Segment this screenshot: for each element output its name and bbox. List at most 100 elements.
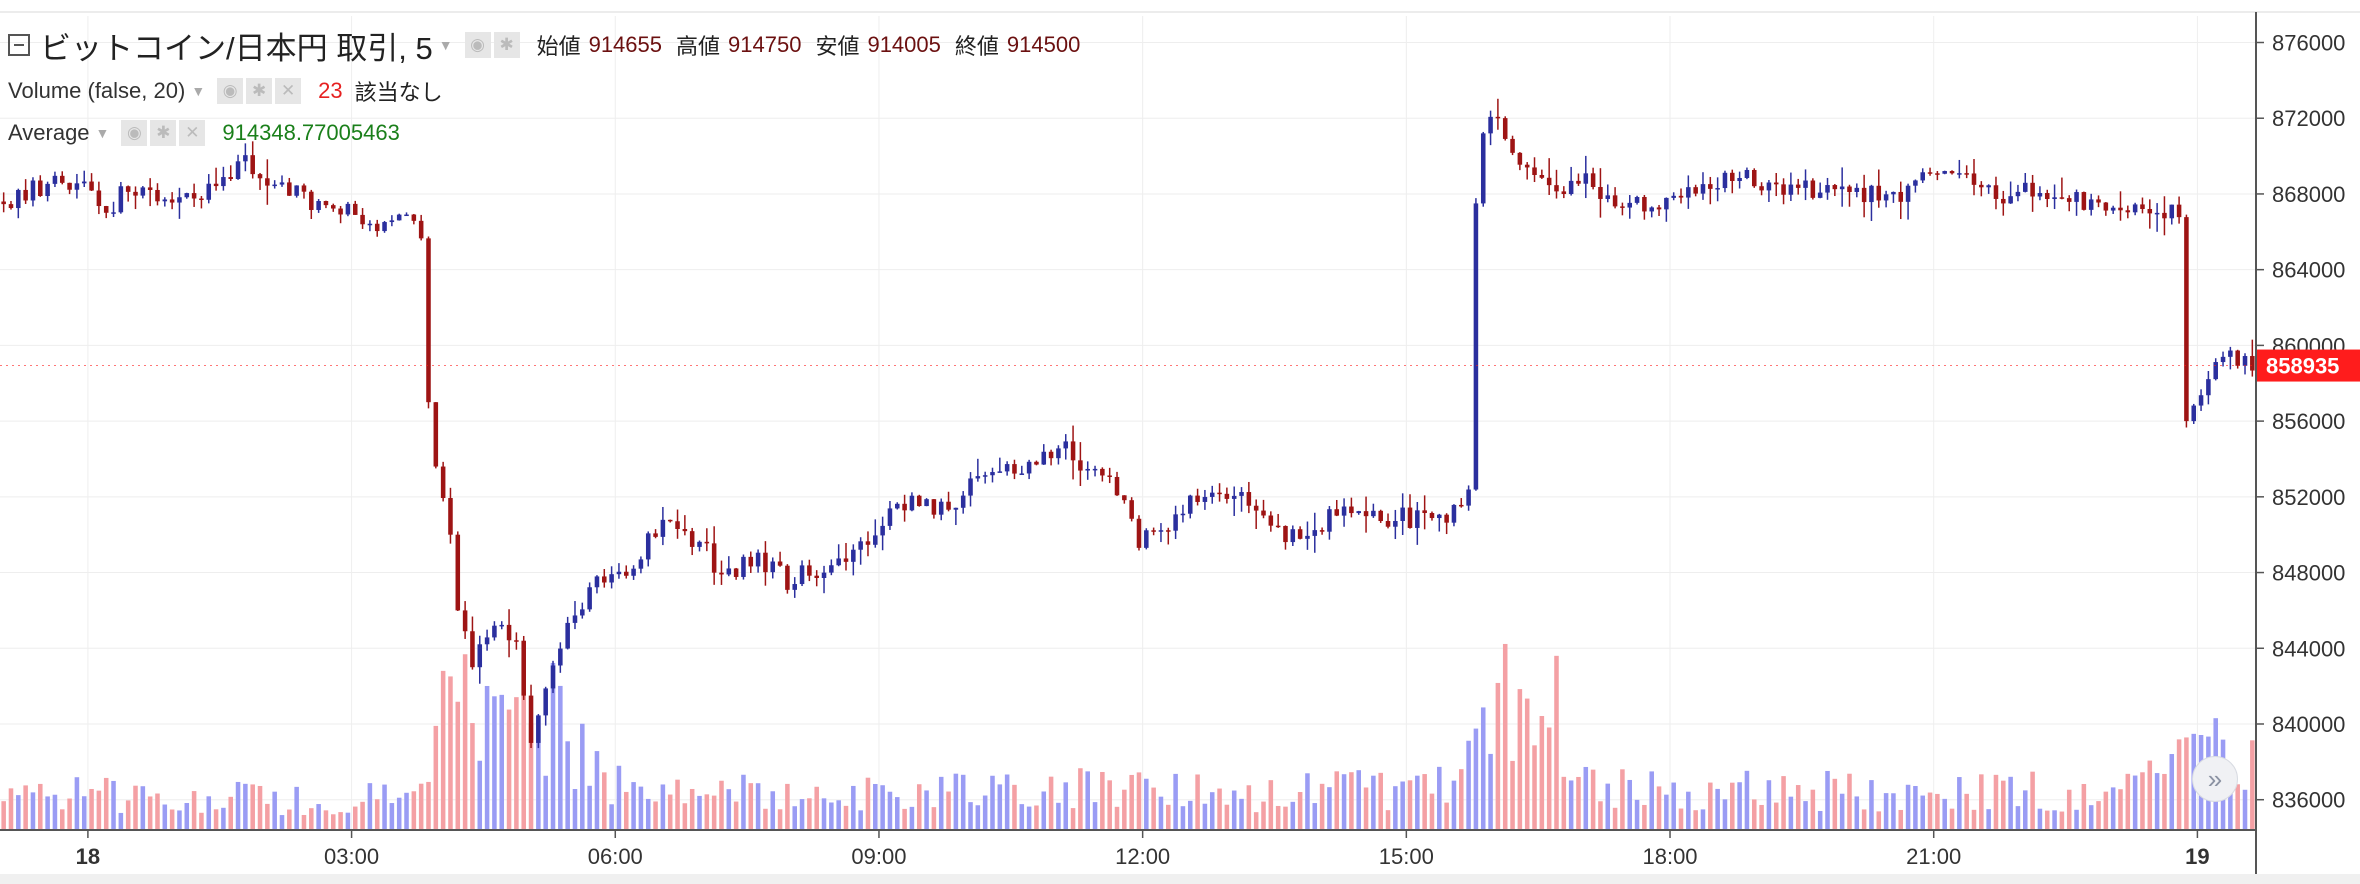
volume-bar [1949,808,1955,830]
eye-icon[interactable]: ◉ [217,78,244,104]
volume-bar [243,783,248,830]
candle-body [265,178,270,186]
volume-bar [697,795,702,830]
candle-body [499,624,505,627]
volume-bar [404,792,409,830]
symbol-title[interactable]: ビットコイン/日本円 取引, 5 [40,30,433,66]
volume-bar [1290,801,1296,830]
volume-bar [162,804,168,830]
candle-body [184,193,190,198]
volume-bar [111,780,116,830]
volume-bar [1085,771,1090,830]
volume-bar [265,803,270,830]
volume-bar [2044,810,2050,830]
volume-bar [1459,769,1464,830]
volume-study-label[interactable]: Volume (false, 20) [8,78,186,103]
candle-body [616,571,622,575]
candle-body [1085,468,1090,471]
volume-bar [2140,772,2145,830]
candle-body [1422,510,1427,514]
candle-body [528,695,534,743]
volume-bar [1927,792,1933,830]
volume-bar [1114,806,1120,830]
candle-body [38,180,43,197]
candle-body [1605,195,1611,199]
chevron-down-icon[interactable]: ▼ [191,83,206,99]
candle-body [887,508,893,526]
volume-bar [1070,808,1076,830]
volume-bar [81,796,87,830]
candle-body [243,155,248,162]
volume-bar [543,775,548,830]
gear-icon[interactable]: ✱ [150,120,177,146]
volume-bar [1788,796,1794,830]
candle-body [682,528,688,532]
chevron-down-icon[interactable]: ▼ [95,125,110,141]
eye-icon[interactable]: ◉ [121,120,148,146]
candle-body [1480,133,1486,204]
y-tick-label: 876000 [2272,31,2345,56]
volume-bar [1063,782,1069,830]
chevron-down-icon[interactable]: ▼ [438,37,453,53]
volume-bar [96,790,102,830]
volume-bar [147,796,153,830]
close-icon[interactable]: ✕ [275,78,302,104]
volume-bar [1583,766,1589,830]
candle-body [1459,504,1464,507]
volume-bar [1993,774,1999,830]
candle-body [565,622,570,649]
candle-body [1180,513,1186,516]
volume-bar [1415,775,1420,830]
candle-body [1993,185,1999,199]
volume-bar [433,725,439,830]
eye-icon[interactable]: ◉ [464,32,491,58]
time-axis[interactable]: 18 03:00 06:00 09:00 12:00 15:00 18:00 21:00 19 [76,830,2210,869]
volume-bar [843,805,849,830]
candle-body [118,186,124,213]
candle-body [111,212,116,214]
volume-bar [1898,809,1904,830]
candle-body [191,193,197,199]
volume-bar [2228,779,2233,830]
candle-body [1224,493,1230,499]
collapse-icon[interactable] [8,34,30,56]
close-icon[interactable]: ✕ [179,120,206,146]
last-price-marker: 858935 [0,349,2360,382]
volume-bar [228,796,233,830]
volume-bar [1847,773,1852,830]
candle-body [1927,172,1933,174]
candle-body [1744,169,1750,179]
volume-bar [1935,793,1940,830]
volume-bar [1195,774,1200,830]
volume-bar [682,803,688,830]
gear-icon[interactable]: ✱ [246,78,273,104]
volume-bar [2147,760,2153,830]
candle-body [213,183,219,187]
gear-icon[interactable]: ✱ [493,32,520,58]
candle-body [67,182,72,190]
volume-bar [1019,804,1025,830]
average-study-label[interactable]: Average [8,120,90,145]
volume-bar [2162,773,2167,830]
candle-body [1810,180,1816,198]
candle-body [228,177,233,180]
candle-body [521,640,526,696]
candle-body [1576,180,1581,184]
volume-bar [499,694,505,830]
volume-bar [1429,793,1435,830]
candle-body [807,565,812,576]
volume-bar [389,803,395,830]
scroll-right-icon[interactable]: » [2192,756,2238,802]
candle-body [1524,164,1530,168]
volume-bar [865,777,871,830]
volume-bar [814,786,819,830]
volume-bar [689,788,695,830]
volume-bar [1224,804,1230,830]
candle-body [536,715,541,743]
volume-bar [1275,805,1281,830]
volume-bar [360,801,365,830]
candle-body [396,214,402,221]
price-axis[interactable]: 8760008720008680008640008600008560008520… [2256,31,2345,813]
volume-bar [1422,774,1427,830]
candle-body [1385,521,1391,527]
